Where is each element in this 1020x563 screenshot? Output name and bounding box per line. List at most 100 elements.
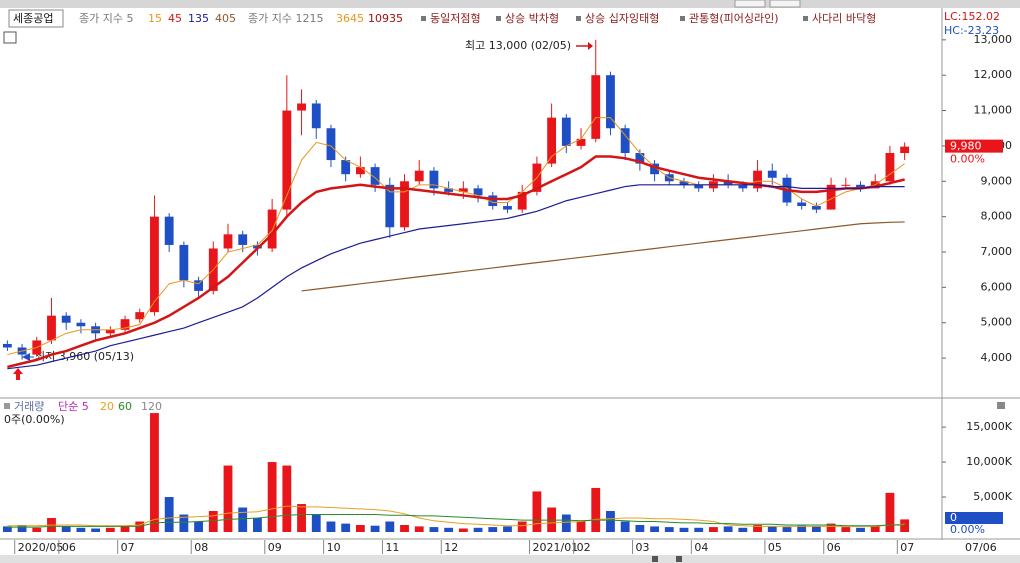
candle-body: [238, 234, 248, 245]
pattern-marker: [803, 16, 808, 21]
volume-bar: [811, 526, 821, 532]
ma-line: [301, 221, 905, 292]
legend-entry: 단순 5: [58, 400, 89, 413]
candle-body: [135, 312, 145, 320]
volume-bar: [282, 465, 292, 532]
legend-entry: 15: [148, 12, 162, 25]
panel-icon[interactable]: [997, 402, 1005, 409]
lc-label: LC:152.02: [944, 10, 1000, 23]
candle-body: [561, 117, 571, 146]
candle-body: [150, 216, 159, 313]
candle-body: [61, 315, 71, 323]
x-tick-label: 02: [577, 541, 591, 554]
candle-body: [900, 146, 910, 153]
candle-body: [694, 184, 704, 189]
volume-bar: [694, 527, 704, 532]
volume-bar: [635, 525, 645, 532]
candle-body: [885, 152, 895, 182]
y-tick-label: 7,000: [981, 245, 1013, 258]
pattern-label: 사다리 바닥형: [812, 12, 876, 25]
candle-body: [311, 103, 321, 129]
ma-line: [7, 505, 905, 527]
legend-entry: 135: [188, 12, 209, 25]
annotation-arrow: [588, 42, 593, 50]
x-tick-label: 2021/01: [533, 541, 579, 554]
candle-body: [635, 152, 645, 164]
candle-body: [326, 128, 336, 161]
grid-icon[interactable]: [3, 31, 17, 44]
x-tick-label: 04: [694, 541, 708, 554]
candle-body: [267, 209, 277, 249]
toolbar-button[interactable]: [769, 0, 801, 8]
volume-bar: [561, 514, 571, 532]
candle-body: [841, 184, 851, 186]
y-tick-label: 12,000: [974, 68, 1013, 81]
volume-bar: [606, 511, 615, 532]
candle-body: [194, 280, 203, 291]
pattern-label: 동일저점형: [430, 11, 481, 25]
x-tick-label: 03: [636, 541, 650, 554]
legend-entry: 45: [168, 12, 182, 25]
toolbar-button[interactable]: [734, 0, 766, 8]
volume-bar: [650, 526, 659, 532]
volume-bar: [870, 526, 880, 532]
candle-body: [488, 195, 498, 207]
candle-body: [606, 75, 615, 129]
cursor-date: 07/06: [965, 541, 997, 554]
volume-bar: [297, 504, 306, 532]
volume-bar: [753, 525, 762, 532]
long-ma-prefix: 종가 지수 1215: [248, 12, 323, 25]
panel-icon[interactable]: [4, 403, 10, 409]
candle-body: [826, 184, 836, 210]
legend-entry: 405: [215, 12, 236, 25]
pattern-marker: [576, 16, 581, 21]
x-tick-label: 05: [768, 541, 782, 554]
high-annotation: 최고 13,000 (02/05): [465, 39, 571, 52]
scroll-button[interactable]: [652, 556, 658, 562]
scroll-button[interactable]: [676, 556, 682, 562]
volume-bar: [723, 526, 733, 532]
volume-bar: [458, 528, 468, 532]
candle-body: [473, 188, 483, 196]
stock-box[interactable]: [8, 9, 64, 28]
volume-bar: [664, 527, 674, 532]
change-label: 0.00%: [950, 153, 985, 166]
y-tick-label: 9,000: [981, 174, 1013, 187]
candle-body: [223, 234, 233, 249]
scrollbar[interactable]: [0, 555, 1020, 563]
candle-body: [547, 117, 557, 164]
volume-bar: [311, 514, 321, 532]
x-tick-label: 09: [268, 541, 282, 554]
x-tick-label: 10: [327, 541, 341, 554]
volume-bar: [679, 527, 689, 532]
candle-body: [753, 170, 762, 189]
last-price-box: [945, 139, 1003, 153]
volume-bar: [253, 518, 262, 532]
legend-entry: 10935: [368, 12, 403, 25]
volume-bar: [429, 527, 439, 532]
volume-bar: [532, 491, 542, 532]
pattern-marker: [680, 16, 685, 21]
ma-line: [7, 184, 905, 370]
candle-body: [503, 206, 512, 210]
candle-body: [297, 103, 306, 111]
x-tick-label: 12: [444, 541, 458, 554]
volume-bar: [414, 526, 424, 532]
candle-body: [650, 163, 659, 175]
volume-bar: [517, 521, 527, 532]
candle-body: [385, 184, 395, 228]
volume-bar: [32, 527, 42, 532]
last-volume-box: [945, 512, 1003, 524]
volume-bar: [355, 525, 365, 532]
volume-bar: [238, 507, 248, 532]
candle-body: [444, 188, 454, 192]
ma-prefix: 종가 지수 5: [79, 12, 133, 25]
candle-body: [429, 170, 439, 189]
candle-body: [282, 110, 292, 210]
volume-bar: [620, 521, 630, 532]
candle-body: [414, 170, 424, 182]
ma-line: [7, 117, 905, 356]
candle-body: [576, 138, 586, 146]
ma-line: [7, 514, 905, 528]
